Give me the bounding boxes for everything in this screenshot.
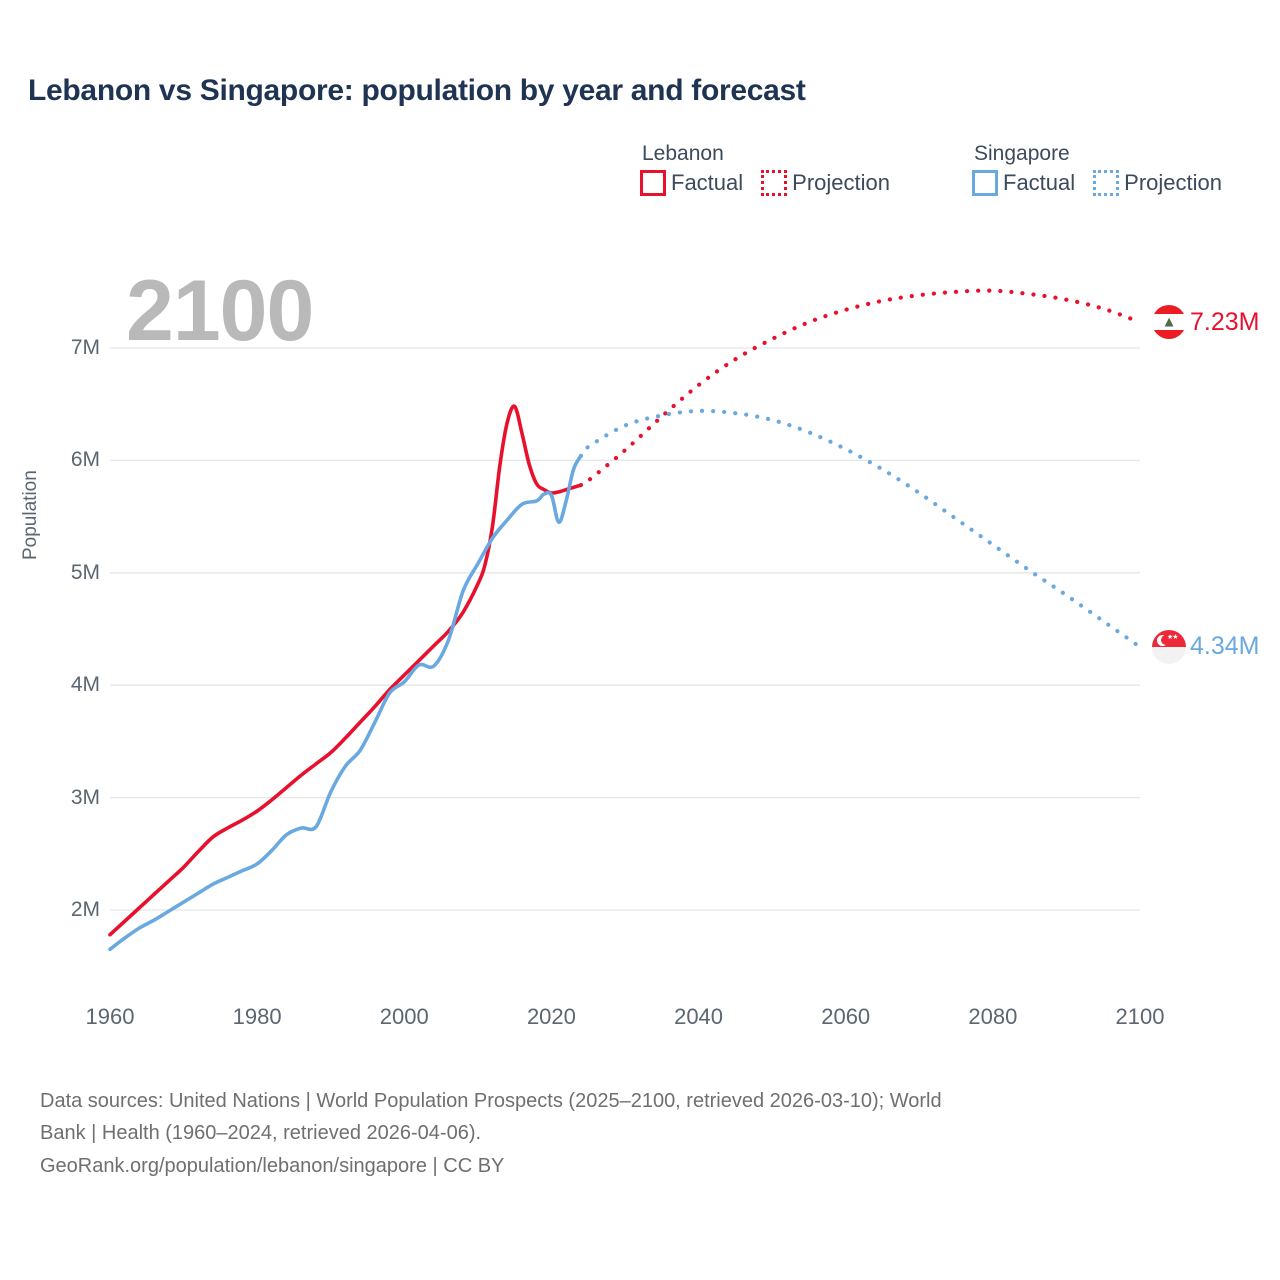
chart-plot-area: 2100 Population — [20, 263, 1143, 952]
x-axis-tick-label: 2100 — [1115, 1004, 1165, 1029]
x-axis-tick-label: 2060 — [821, 1004, 871, 1029]
legend-item-lebanon-factual[interactable]: Factual — [640, 170, 743, 196]
end-label-singapore: ★★ 4.34M — [1152, 629, 1260, 664]
y-axis-tick-label: 2M — [70, 898, 100, 921]
chart-svg — [108, 288, 1143, 952]
y-axis-tick-label: 5M — [70, 560, 100, 584]
legend-group-singapore: Singapore Factual Projection — [972, 142, 1222, 196]
y-axis-tick-label: 3M — [70, 785, 100, 809]
legend-label-singapore-factual: Factual — [1003, 170, 1076, 195]
legend-item-lebanon-projection[interactable]: Projection — [761, 170, 890, 196]
legend-label-lebanon-factual: Factual — [671, 170, 744, 195]
legend-group-title-lebanon: Lebanon — [642, 142, 724, 165]
end-label-lebanon: ▲ 7.23M — [1152, 305, 1260, 340]
legend-group-lebanon: Lebanon Factual Projection — [640, 142, 890, 196]
x-axis-tick-label: 2000 — [379, 1004, 429, 1029]
x-axis-tick-label: 1960 — [85, 1004, 135, 1029]
x-axis-tick-label: 2080 — [968, 1004, 1018, 1029]
legend-label-lebanon-projection: Projection — [792, 170, 890, 195]
legend-swatch-dotted-icon — [1093, 170, 1120, 196]
legend-swatch-dotted-icon — [761, 170, 788, 196]
end-label-value: 4.34M — [1190, 632, 1260, 661]
footer-line-1: Data sources: United Nations | World Pop… — [40, 1090, 942, 1112]
legend-swatch-solid-icon — [640, 170, 666, 196]
y-axis-tick-label: 4M — [70, 673, 100, 697]
singapore-flag-icon: ★★ — [1152, 629, 1186, 664]
legend-item-singapore-projection[interactable]: Projection — [1093, 170, 1222, 196]
y-axis-title: Population — [20, 470, 41, 560]
series-line-factual-lebanon — [108, 404, 583, 937]
y-axis-tick-label: 7M — [70, 336, 100, 359]
y-axis-tick-label: 6M — [70, 448, 100, 472]
legend-swatch-solid-icon — [972, 170, 998, 196]
page-title: Lebanon vs Singapore: population by year… — [28, 74, 806, 107]
x-axis-tick-label: 2040 — [674, 1004, 724, 1029]
legend-group-title-singapore: Singapore — [974, 142, 1070, 165]
x-axis-tick-label: 2020 — [526, 1004, 576, 1029]
footer-line-2: Bank | Health (1960–2024, retrieved 2026… — [40, 1122, 482, 1145]
lebanon-flag-icon: ▲ — [1152, 305, 1186, 340]
chart-legend: Lebanon Factual Projection Singapore Fac… — [640, 142, 1222, 196]
legend-item-singapore-factual[interactable]: Factual — [972, 170, 1075, 196]
chart-footer: Data sources: United Nations | World Pop… — [40, 1085, 1245, 1182]
series-line-projection-singapore — [578, 408, 1143, 650]
end-label-value: 7.23M — [1190, 307, 1260, 336]
series-line-projection-lebanon — [578, 288, 1143, 488]
footer-line-3: GeoRank.org/population/lebanon/singapore… — [40, 1154, 505, 1177]
x-axis-tick-label: 1980 — [232, 1004, 282, 1029]
year-watermark: 2100 — [126, 263, 314, 359]
legend-label-singapore-projection: Projection — [1124, 170, 1222, 195]
series-line-factual-singapore — [108, 454, 583, 952]
